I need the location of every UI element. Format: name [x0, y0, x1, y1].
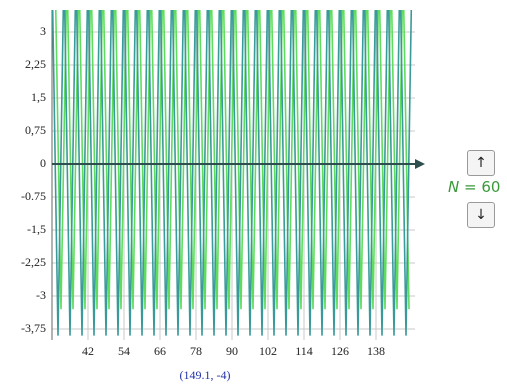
down-button[interactable]: ↓ — [467, 202, 495, 228]
y-tick-label: 1,5 — [31, 90, 46, 104]
n-symbol: N — [448, 178, 460, 196]
y-tick-label: 0 — [40, 156, 46, 170]
y-tick-label: 0,75 — [25, 123, 46, 137]
cursor-label: (149.1, -4) — [180, 368, 231, 382]
x-tick-label: 66 — [154, 344, 166, 358]
x-tick-label: 90 — [226, 344, 238, 358]
y-tick-label: -1,5 — [27, 222, 46, 236]
up-button[interactable]: ↑ — [467, 150, 495, 176]
chart: 3 2,25 1,5 0,75 0 -0.75 -1,5 -2,25 -3 -3,75 42 54 66… — [21, 10, 425, 382]
y-tick-label: -2,25 — [21, 255, 46, 269]
x-axis-arrow — [415, 159, 425, 169]
x-tick-label: 126 — [331, 344, 349, 358]
x-tick-label: 102 — [259, 344, 277, 358]
y-tick-label: -3 — [36, 288, 46, 302]
y-tick-label: -3,75 — [21, 321, 46, 335]
y-tick-label: 2,25 — [25, 57, 46, 71]
y-tick-label: 3 — [40, 24, 46, 38]
n-label: N = 60 — [448, 178, 500, 196]
x-tick-label: 114 — [295, 344, 313, 358]
series-line — [54, 10, 410, 310]
x-tick-label: 54 — [118, 344, 130, 358]
x-tick-label: 78 — [190, 344, 202, 358]
y-tick-label: -0.75 — [21, 189, 46, 203]
x-tick-label: 138 — [367, 344, 385, 358]
plot-lines — [52, 10, 413, 336]
n-value: = 60 — [464, 178, 501, 196]
labels: 3 2,25 1,5 0,75 0 -0.75 -1,5 -2,25 -3 -3,75 42 54 66… — [21, 24, 425, 358]
x-tick-label: 42 — [82, 344, 94, 358]
